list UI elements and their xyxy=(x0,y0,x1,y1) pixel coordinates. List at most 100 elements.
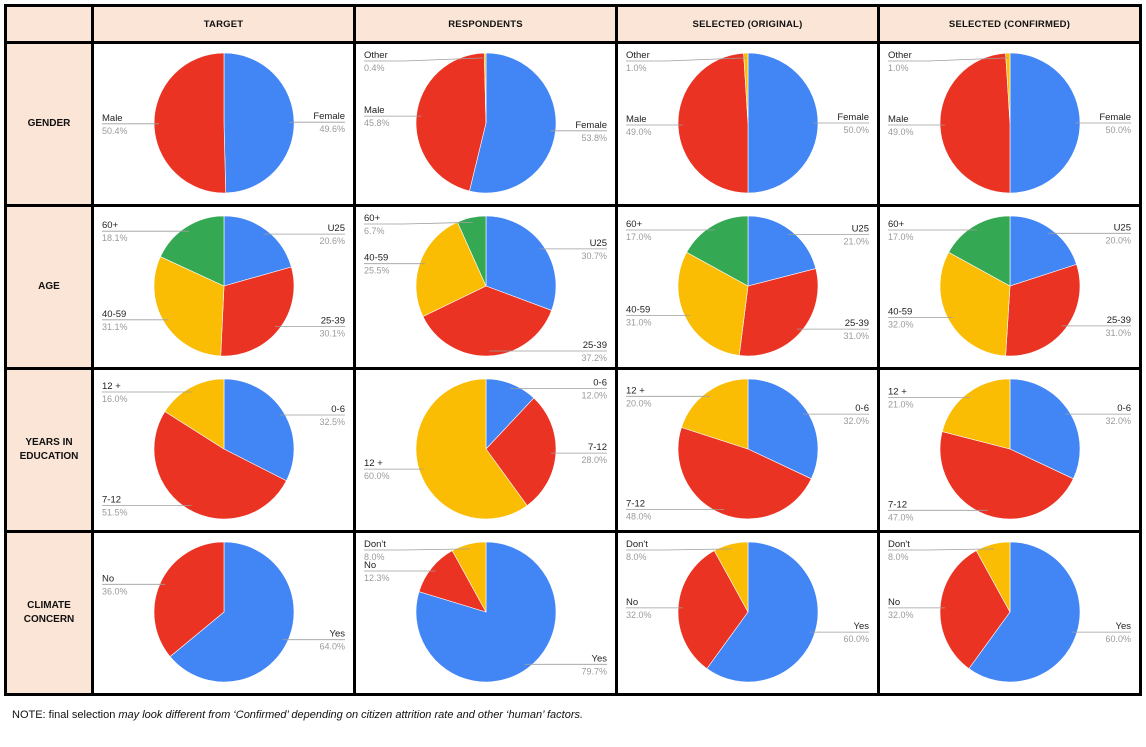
slice-value-label: 53.8% xyxy=(581,133,607,143)
pie-chart-gender-selected-confirmed: Female 50.0% Male 49.0% Other 1.0% xyxy=(888,50,1131,194)
slice-value-label: 31.0% xyxy=(626,318,652,328)
leader-line xyxy=(626,548,732,551)
pie-slice-female xyxy=(1009,52,1081,194)
slice-label: 25-39 xyxy=(321,315,345,326)
slice-label: Don't xyxy=(626,539,648,550)
column-header-respondents: RESPONDENTS xyxy=(356,7,615,41)
chart-cell: 0-6 32.0% 7-12 48.0% 12 + 20.0% xyxy=(618,370,877,530)
corner-cell xyxy=(7,7,91,41)
slice-label: 60+ xyxy=(626,219,643,230)
slice-label: Female xyxy=(313,111,345,122)
slice-value-label: 21.0% xyxy=(888,400,914,410)
slice-value-label: 20.6% xyxy=(319,236,345,246)
pie-slice-other xyxy=(743,52,749,124)
pie-slice-no xyxy=(153,541,225,658)
slice-value-label: 20.0% xyxy=(1105,235,1131,245)
row-label-gender: GENDER xyxy=(7,44,91,204)
pie-chart-gender-selected-original: Female 50.0% Male 49.0% Other 1.0% xyxy=(626,50,869,194)
slice-value-label: 60.0% xyxy=(843,634,869,644)
pie-slice-don-t xyxy=(713,541,749,613)
chart-cell: U25 20.0% 25-39 31.0% 40-59 32.0% 60+ 17.0% xyxy=(880,207,1139,367)
pie-slice-25-39 xyxy=(220,266,295,357)
pie-slice-12 xyxy=(415,378,528,520)
slice-value-label: 32.0% xyxy=(626,610,652,620)
chart-cell: Female 50.0% Male 49.0% Other 1.0% xyxy=(618,44,877,204)
pie-chart-grid: TARGET RESPONDENTS SELECTED (ORIGINAL) S… xyxy=(4,4,1142,696)
leader-line xyxy=(888,57,1009,62)
slice-value-label: 31.0% xyxy=(843,331,869,341)
leader-line xyxy=(888,548,994,551)
slice-label: 0-6 xyxy=(331,404,345,415)
column-header-selected-original: SELECTED (ORIGINAL) xyxy=(618,7,877,41)
chart-cell: Yes 60.0% No 32.0% Don't 8.0% xyxy=(618,533,877,693)
chart-cell: U25 20.6% 25-39 30.1% 40-59 31.1% 60+ 18.1% xyxy=(94,207,353,367)
slice-label: U25 xyxy=(590,238,607,249)
pie-slice-60 xyxy=(160,215,225,287)
slice-value-label: 12.3% xyxy=(364,573,390,583)
slice-value-label: 12.0% xyxy=(581,390,607,400)
slice-label: 0-6 xyxy=(593,377,607,388)
slice-value-label: 60.0% xyxy=(1105,634,1131,644)
pie-chart-age-selected-confirmed: U25 20.0% 25-39 31.0% 40-59 32.0% 60+ 17.0% xyxy=(888,215,1131,357)
slice-label: 0-6 xyxy=(1117,403,1131,414)
slice-label: 40-59 xyxy=(626,305,650,316)
slice-label: Yes xyxy=(330,629,346,640)
pie-chart-age-target: U25 20.6% 25-39 30.1% 40-59 31.1% 60+ 18.1% xyxy=(102,215,345,357)
leader-line xyxy=(626,57,747,62)
chart-cell: U25 30.7% 25-39 37.2% 40-59 25.5% 60+ 6.7% xyxy=(356,207,615,367)
slice-label: 25-39 xyxy=(845,318,869,329)
slice-label: Other xyxy=(888,50,912,61)
slice-value-label: 49.0% xyxy=(626,127,652,137)
slice-label: 60+ xyxy=(364,213,381,224)
slice-label: 12 + xyxy=(626,385,645,396)
slice-label: Other xyxy=(364,50,388,61)
slice-value-label: 36.0% xyxy=(102,586,128,596)
slice-value-label: 32.0% xyxy=(843,416,869,426)
slice-label: Male xyxy=(626,114,647,125)
slice-value-label: 50.4% xyxy=(102,126,128,136)
leader-line xyxy=(364,57,486,62)
pie-slice-0-6 xyxy=(747,378,819,480)
slice-value-label: 48.0% xyxy=(626,512,652,522)
slice-value-label: 51.5% xyxy=(102,508,128,518)
pie-chart-age-respondents: U25 30.7% 25-39 37.2% 40-59 25.5% 60+ 6.7% xyxy=(364,213,607,363)
pie-slice-60 xyxy=(948,215,1011,287)
pie-slice-7-12 xyxy=(677,426,812,520)
slice-label: 12 + xyxy=(102,381,121,392)
pie-slice-male xyxy=(677,52,749,194)
pie-chart-years-in-education-respondents: 0-6 12.0% 7-12 28.0% 12 + 60.0% xyxy=(364,377,607,520)
slice-value-label: 60.0% xyxy=(364,471,390,481)
pie-chart-age-selected-original: U25 21.0% 25-39 31.0% 40-59 31.0% 60+ 17.0% xyxy=(626,215,869,357)
pie-slice-male xyxy=(415,52,487,192)
footnote-prefix: NOTE: final selection xyxy=(12,709,119,721)
leader-line xyxy=(364,221,473,225)
slice-value-label: 31.0% xyxy=(1105,328,1131,338)
slice-label: No xyxy=(364,560,376,571)
slice-value-label: 32.0% xyxy=(1105,416,1131,426)
pie-slice-other xyxy=(1005,52,1011,124)
slice-value-label: 79.7% xyxy=(581,666,607,676)
row-label-age: AGE xyxy=(7,207,91,367)
pie-chart-climate-concern-selected-confirmed: Yes 60.0% No 32.0% Don't 8.0% xyxy=(888,539,1131,683)
pie-slice-12 xyxy=(164,378,225,450)
pie-slice-12 xyxy=(681,378,749,450)
column-header-target: TARGET xyxy=(94,7,353,41)
footnote: NOTE: final selection may look different… xyxy=(12,709,583,721)
leader-line xyxy=(364,548,470,551)
chart-cell: Female 53.8% Male 45.8% Other 0.4% xyxy=(356,44,615,204)
pie-chart-gender-respondents: Female 53.8% Male 45.8% Other 0.4% xyxy=(364,50,607,194)
slice-label: No xyxy=(888,597,900,608)
pie-chart-climate-concern-target: Yes 64.0% No 36.0% xyxy=(102,541,346,683)
pie-slice-u25 xyxy=(747,215,817,287)
slice-value-label: 18.1% xyxy=(102,233,128,243)
slice-value-label: 30.1% xyxy=(319,328,345,338)
slice-label: 12 + xyxy=(364,458,383,469)
slice-value-label: 37.2% xyxy=(581,353,607,363)
slice-value-label: 16.0% xyxy=(102,394,128,404)
slice-label: 40-59 xyxy=(102,309,126,320)
slice-label: Female xyxy=(837,112,869,123)
slice-label: Female xyxy=(1099,112,1131,123)
chart-cell: 0-6 32.0% 7-12 47.0% 12 + 21.0% xyxy=(880,370,1139,530)
pie-slice-60 xyxy=(686,215,749,287)
slice-value-label: 6.7% xyxy=(364,226,385,236)
